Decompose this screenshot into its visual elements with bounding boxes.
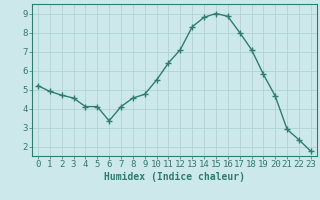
X-axis label: Humidex (Indice chaleur): Humidex (Indice chaleur) xyxy=(104,172,245,182)
